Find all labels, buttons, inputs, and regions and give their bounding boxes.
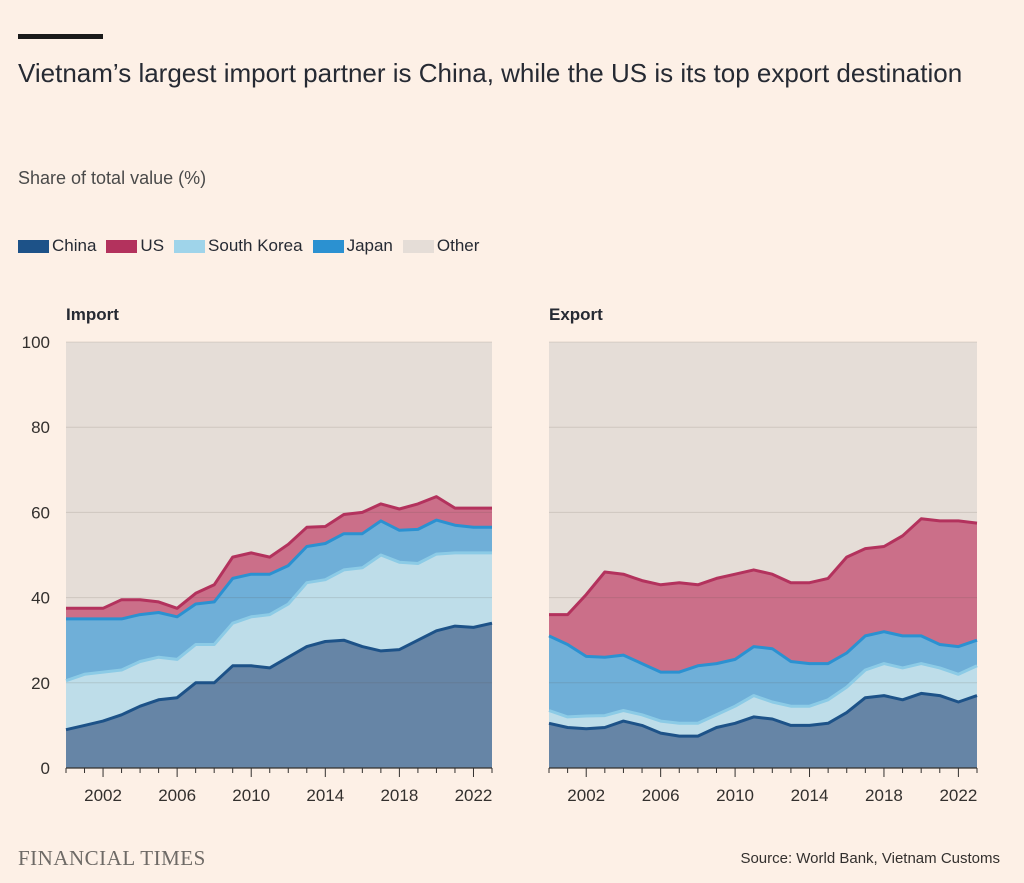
area-japan-export <box>549 631 977 724</box>
x-tick-label-2014-export: 2014 <box>791 786 829 805</box>
legend-swatch-other <box>402 239 434 253</box>
legend-item-south-korea: South Korea <box>174 236 303 256</box>
x-tick-label-2018-import: 2018 <box>380 786 418 805</box>
legend-label-south-korea: South Korea <box>208 236 303 255</box>
legend-label-china: China <box>52 236 97 255</box>
x-tick-label-2006-export: 2006 <box>642 786 680 805</box>
y-tick-label-0: 0 <box>41 759 50 778</box>
series-line-japan-import <box>66 518 492 621</box>
chart-panel-import: Import 2002 2006 2010 2014 2018 2022 0 20 40 60 80 1… <box>22 305 493 805</box>
x-tick-label-2010-import: 2010 <box>232 786 270 805</box>
series-line-us-export <box>549 517 978 617</box>
series-line-south-korea-import <box>65 551 492 683</box>
chart-subtitle: Share of total value (%) <box>18 168 207 188</box>
y-tick-label-20: 20 <box>31 674 50 693</box>
legend-label-japan: Japan <box>346 236 393 255</box>
legend-item-us: US <box>106 236 164 256</box>
legend-item-china: China <box>18 236 96 256</box>
area-us-import <box>66 496 492 619</box>
title-rule <box>18 34 103 39</box>
series-line-japan-export <box>548 630 978 674</box>
panel-title-import: Import <box>66 305 119 324</box>
panel-title-export: Export <box>549 305 603 324</box>
legend-swatch-south-korea <box>174 239 206 253</box>
x-tick-label-2010-export: 2010 <box>716 786 754 805</box>
y-tick-label-100: 100 <box>22 333 50 352</box>
legend-item-japan: Japan <box>312 236 393 256</box>
area-china-export <box>549 693 977 768</box>
chart-title: Vietnam’s largest import partner is Chin… <box>18 58 963 88</box>
legend-swatch-china <box>18 239 49 253</box>
series-line-china-import <box>65 621 493 732</box>
chart-panel-export: Export 2002 2006 2010 2014 2018 2022 <box>548 305 978 805</box>
y-tick-label-40: 40 <box>31 589 50 608</box>
x-tick-label-2018-export: 2018 <box>865 786 903 805</box>
x-tick-label-2006-import: 2006 <box>158 786 196 805</box>
x-tick-label-2002-import: 2002 <box>84 786 122 805</box>
legend-label-us: US <box>140 236 165 255</box>
area-other-export <box>549 342 977 615</box>
y-tick-label-80: 80 <box>31 418 50 437</box>
area-japan-import <box>66 520 492 681</box>
x-tick-label-2022-import: 2022 <box>455 786 493 805</box>
charts-area: Import 2002 2006 2010 2014 2018 2022 0 20 40 60 80 1… <box>22 305 978 805</box>
legend-item-other: Other <box>402 236 480 256</box>
area-south-korea-import <box>66 552 492 730</box>
legend-swatch-japan <box>312 239 344 253</box>
series-line-south-korea-export <box>548 662 978 725</box>
area-china-import <box>66 623 492 768</box>
y-tick-label-60: 60 <box>31 503 50 522</box>
source-note: Source: World Bank, Vietnam Customs <box>740 850 1000 867</box>
legend: China US South Korea Japan Other <box>18 236 489 256</box>
legend-label-other: Other <box>436 236 480 255</box>
series-line-us-import <box>66 495 492 610</box>
area-other-import <box>66 342 492 609</box>
x-tick-label-2022-export: 2022 <box>939 786 977 805</box>
legend-swatch-us <box>106 239 138 253</box>
series-line-china-export <box>548 691 978 738</box>
x-tick-label-2002-export: 2002 <box>567 786 605 805</box>
ft-logo: FINANCIAL TIMES <box>18 846 206 870</box>
x-tick-label-2014-import: 2014 <box>306 786 344 805</box>
